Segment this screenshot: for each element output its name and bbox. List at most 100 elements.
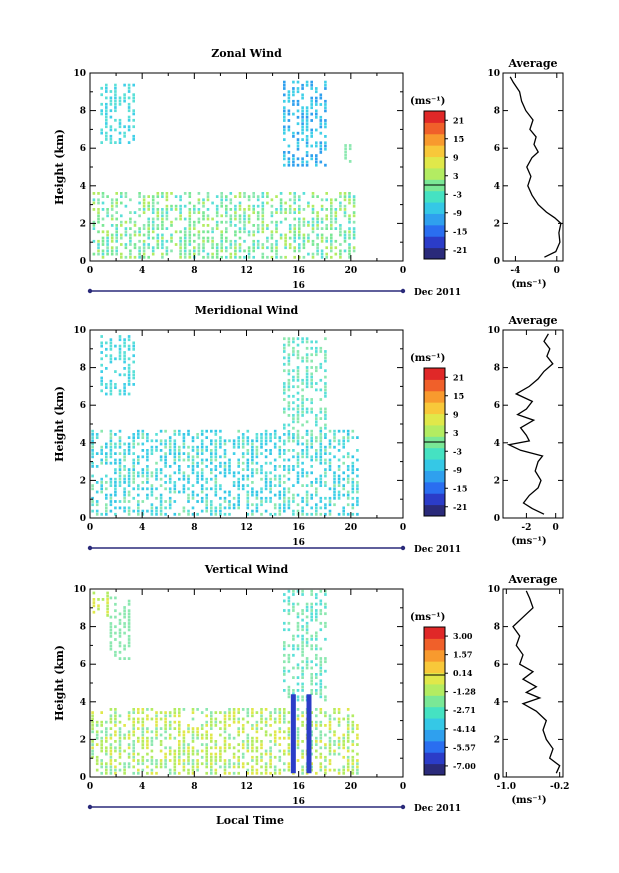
data-cell: [115, 192, 118, 195]
data-cell: [293, 195, 296, 198]
data-cell: [352, 195, 356, 198]
data-cell: [356, 733, 359, 737]
data-cell: [197, 201, 201, 205]
data-cell: [241, 474, 245, 478]
data-cell: [333, 487, 336, 491]
data-cell: [287, 337, 291, 341]
data-cell: [298, 255, 301, 259]
data-cell: [288, 236, 292, 240]
data-cell: [234, 252, 237, 256]
data-cell: [243, 255, 246, 259]
data-cell: [146, 740, 149, 743]
data-cell: [264, 733, 268, 737]
data-cell: [269, 749, 272, 753]
data-cell: [214, 439, 218, 443]
data-cell: [333, 711, 336, 714]
data-cell: [100, 370, 103, 373]
data-cell: [210, 771, 213, 775]
data-cell: [219, 503, 222, 507]
data-cell: [343, 208, 347, 211]
data-cell: [228, 708, 231, 711]
data-cell: [106, 239, 109, 243]
data-cell: [105, 452, 108, 455]
data-cell: [147, 224, 150, 227]
data-cell: [324, 452, 327, 455]
data-cell: [324, 385, 327, 389]
data-cell: [165, 211, 169, 214]
data-cell: [138, 195, 141, 198]
data-cell: [223, 512, 227, 516]
data-cell: [316, 224, 319, 227]
data-cell: [237, 439, 240, 443]
data-cell: [293, 201, 296, 205]
data-cell: [292, 346, 295, 350]
data-cell: [220, 233, 223, 237]
data-cell: [339, 224, 342, 227]
colorbar-band: [424, 413, 445, 426]
data-cell: [228, 762, 231, 766]
data-cell: [287, 628, 291, 632]
data-cell: [215, 252, 219, 256]
data-cell: [301, 666, 304, 670]
data-cell: [174, 243, 178, 246]
data-cell: [197, 249, 201, 253]
data-cell: [118, 743, 122, 746]
data-cell: [155, 506, 158, 510]
data-cell: [301, 461, 304, 465]
data-cell: [343, 214, 347, 218]
data-cell: [173, 452, 177, 455]
data-cell: [100, 711, 103, 714]
data-cell: [127, 765, 131, 769]
data-cell: [241, 762, 245, 766]
colorbar-tick-label: -1.28: [453, 687, 476, 697]
data-cell: [168, 752, 172, 756]
data-cell: [183, 255, 187, 259]
data-cell: [178, 733, 181, 737]
data-cell: [315, 503, 318, 507]
data-cell: [232, 765, 236, 769]
data-cell: [315, 340, 318, 344]
data-cell: [319, 512, 323, 516]
data-cell: [315, 388, 318, 392]
data-cell: [127, 477, 131, 481]
data-cell: [273, 771, 277, 775]
data-cell: [225, 236, 228, 240]
data-cell: [356, 768, 359, 772]
data-cell: [159, 740, 163, 743]
data-cell: [141, 471, 145, 475]
data-cell: [225, 239, 228, 243]
data-cell: [156, 246, 160, 250]
data-cell: [211, 217, 214, 221]
data-cell: [168, 496, 172, 500]
data-cell: [319, 740, 323, 743]
colorbar-band: [424, 740, 445, 753]
data-cell: [182, 765, 186, 769]
data-cell: [114, 383, 117, 386]
data-cell: [223, 449, 227, 452]
colorbar-tick-label: 21: [453, 115, 464, 125]
data-cell: [305, 484, 309, 487]
data-cell: [127, 714, 131, 718]
data-cell: [284, 217, 287, 221]
data-cell: [351, 503, 355, 507]
data-cell: [105, 736, 108, 740]
data-cell: [118, 436, 122, 439]
data-cell: [182, 452, 186, 455]
data-cell: [118, 727, 122, 730]
data-cell: [109, 109, 113, 113]
data-cell: [127, 344, 131, 348]
data-cell: [296, 509, 300, 513]
data-cell: [330, 201, 333, 205]
data-cell: [328, 458, 332, 462]
data-cell: [343, 249, 347, 253]
data-cell: [196, 749, 199, 753]
data-cell: [159, 762, 163, 766]
data-cell: [214, 759, 218, 762]
data-cell: [273, 730, 277, 734]
data-cell: [146, 458, 149, 462]
data-cell: [278, 455, 282, 459]
data-cell: [351, 465, 355, 468]
data-cell: [150, 708, 154, 711]
data-cell: [150, 736, 154, 740]
plot-frame: [89, 329, 404, 519]
